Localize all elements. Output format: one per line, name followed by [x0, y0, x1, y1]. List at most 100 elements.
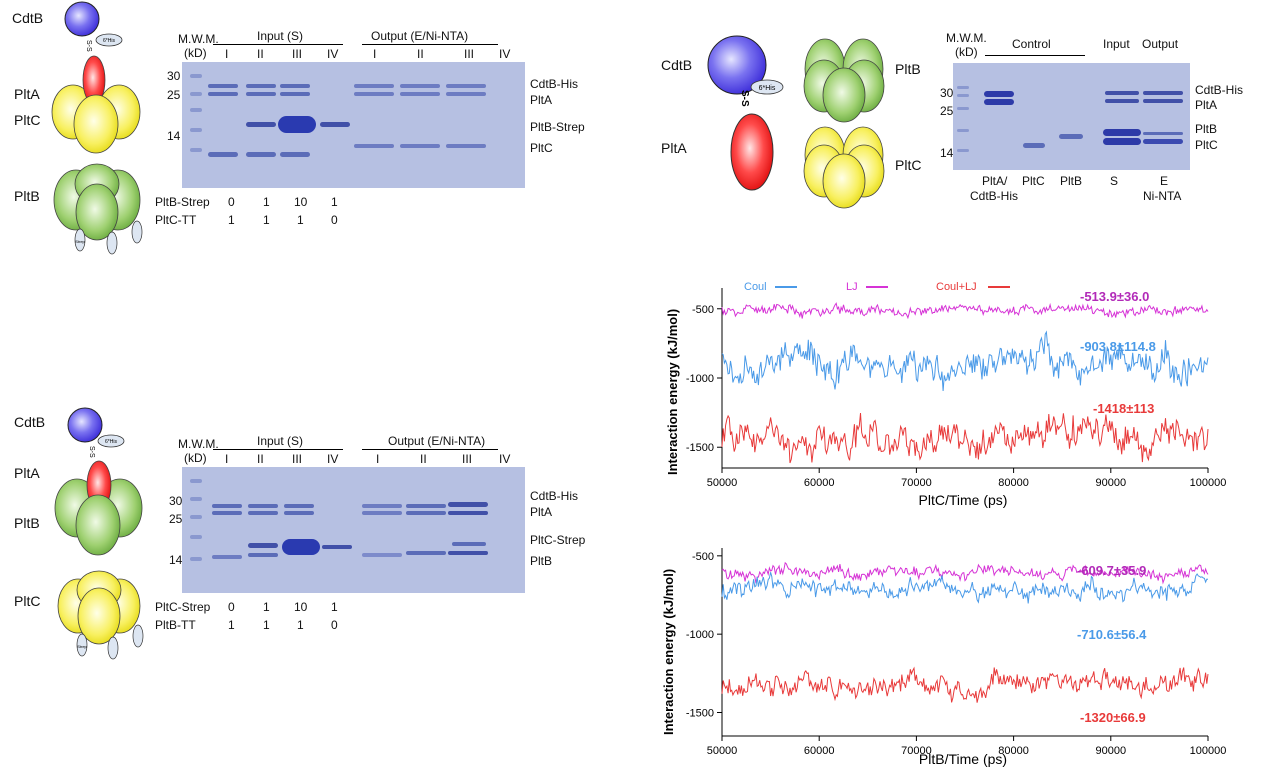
annotation-lj: -609.7±35.9 [1077, 563, 1146, 578]
x-tick-label: 90000 [1096, 745, 1127, 757]
his-tag-icon [750, 79, 784, 95]
band-label-pltc: PltC [1195, 138, 1218, 152]
row-label-pltb-tt: PltB-TT [155, 618, 196, 632]
kd-label: (kD) [184, 46, 207, 60]
band-label-pltb-strep: PltB-Strep [530, 120, 585, 134]
lane-label: II [257, 47, 264, 61]
x-tick-label: 80000 [998, 477, 1029, 489]
y-tick-label: -1000 [686, 373, 714, 385]
pltc-pentamer-icon [77, 587, 121, 645]
series-line-lj [721, 561, 1209, 585]
lane-label: IV [499, 452, 511, 466]
mwm-label: M.W.M. [946, 31, 987, 45]
marker-14: 14 [167, 129, 181, 143]
lane-label-pltb: PltB [1060, 174, 1083, 188]
x-axis-label: PltB/Time (ps) [919, 751, 1007, 767]
annotation-coul-lj: -1320±66.9 [1080, 710, 1146, 725]
input-label: Input (S) [257, 434, 304, 448]
interaction-energy-chart-pltb: -500 -1000 -1500 50000 60000 70000 80000 90000 1… [661, 548, 1226, 767]
band-label-plta: PltA [1195, 98, 1218, 112]
plot-area: -500 -1000 -1500 50000 60000 70000 80000 90000 1… [686, 548, 1226, 757]
lane-label: II [420, 452, 427, 466]
legend: Coul LJ Coul+LJ [744, 281, 1010, 293]
cdtb-label: CdtB [661, 57, 693, 73]
y-tick-label: -500 [692, 551, 714, 563]
legend-lj: LJ [846, 281, 858, 293]
gel-a [182, 62, 525, 188]
x-axis-label: PltC/Time (ps) [919, 492, 1008, 508]
band-label-cdtb-his: CdtB-His [530, 77, 579, 91]
plta-subunit-icon [730, 113, 774, 191]
band-label-plta: PltA [530, 93, 553, 107]
his-tag-icon [97, 434, 125, 448]
series-line-lj [721, 302, 1209, 320]
cdtb-label: CdtB [14, 414, 46, 430]
svg-text:Strep: Strep [77, 644, 87, 649]
row-label-pltc-tt: PltC-TT [155, 213, 197, 227]
strep-tag-icon [74, 228, 86, 252]
lane-label: IV [327, 47, 339, 61]
y-tick-label: -1000 [686, 629, 714, 641]
cdtb-label: CdtB [12, 10, 44, 26]
lane-label-e: E [1160, 174, 1169, 188]
band-label-pltc-strep: PltC-Strep [530, 533, 586, 547]
marker-30: 30 [940, 86, 954, 100]
lane-label: I [225, 452, 229, 466]
subunits-diagram-c: 6*His S-S [707, 35, 885, 209]
x-tick-label: 90000 [1096, 477, 1127, 489]
row-label-pltc-strep: PltC-Strep [155, 600, 211, 614]
mwm-label: M.W.M. [178, 437, 219, 451]
input-label: Input [1103, 37, 1130, 51]
lane-label: IV [327, 452, 339, 466]
marker-25: 25 [940, 104, 954, 118]
cdtb-sphere-icon [64, 1, 100, 37]
marker-14: 14 [940, 146, 954, 160]
y-axis-label: Interaction energy (kJ/mol) [665, 309, 680, 475]
pltb-label: PltB [14, 188, 40, 204]
plta-label: PltA [14, 86, 40, 102]
lane-label: II [257, 452, 264, 466]
y-tick-label: -500 [692, 304, 714, 316]
legend-coul: Coul [744, 281, 767, 293]
ss-bond-text: S-S [739, 90, 750, 107]
ss-bond-text: S-S [88, 446, 95, 458]
marker-25: 25 [167, 88, 181, 102]
lane-label: II [417, 47, 424, 61]
annotation-coul-lj: -1418±113 [1093, 401, 1154, 416]
pltc-label: PltC [14, 593, 41, 609]
x-tick-label: 80000 [998, 745, 1029, 757]
lane-label: III [464, 47, 475, 61]
lane-label: I [373, 47, 377, 61]
annotation-lj: -513.9±36.0 [1080, 289, 1149, 304]
x-tick-label: 70000 [901, 477, 932, 489]
series-line-coul [721, 572, 1209, 604]
x-tick-label: 60000 [804, 477, 835, 489]
output-label: Output [1142, 37, 1179, 51]
pltc-pentamer-icon [822, 153, 866, 209]
marker-14: 14 [169, 553, 183, 567]
y-tick-label: -1500 [686, 442, 714, 454]
output-label: Output (E/Ni-NTA) [371, 29, 469, 43]
lane-label: IV [499, 47, 511, 61]
row-label-pltb-strep: PltB-Strep [155, 195, 210, 209]
mwm-label: M.W.M. [178, 32, 219, 46]
his-tag-text: 6*His [103, 38, 115, 44]
control-label: Control [1012, 37, 1051, 51]
pltb-pentamer-icon [822, 67, 866, 123]
complex-diagram-a: 6*His S-S Strep [51, 1, 143, 255]
pltc-pentamer-icon [73, 94, 119, 154]
kd-label: (kD) [955, 45, 978, 59]
pltb-pentamer-icon [75, 183, 119, 241]
x-tick-label: 100000 [1190, 477, 1227, 489]
output-label: Output (E/Ni-NTA) [388, 434, 486, 448]
series-line-coul-lj [721, 412, 1209, 464]
plta-label: PltA [661, 140, 687, 156]
strep-tag-icon [76, 633, 88, 657]
cdtb-sphere-icon [67, 407, 103, 443]
band-label-plta: PltA [530, 505, 553, 519]
lane-label: I [225, 47, 229, 61]
band-label-pltb: PltB [530, 554, 553, 568]
plot-area: -500 -1000 -1500 50000 60000 70000 80000 90000 1… [686, 288, 1227, 489]
ss-bond-text: S-S [85, 40, 92, 52]
annotation-coul: -903.8±114.8 [1080, 339, 1156, 354]
